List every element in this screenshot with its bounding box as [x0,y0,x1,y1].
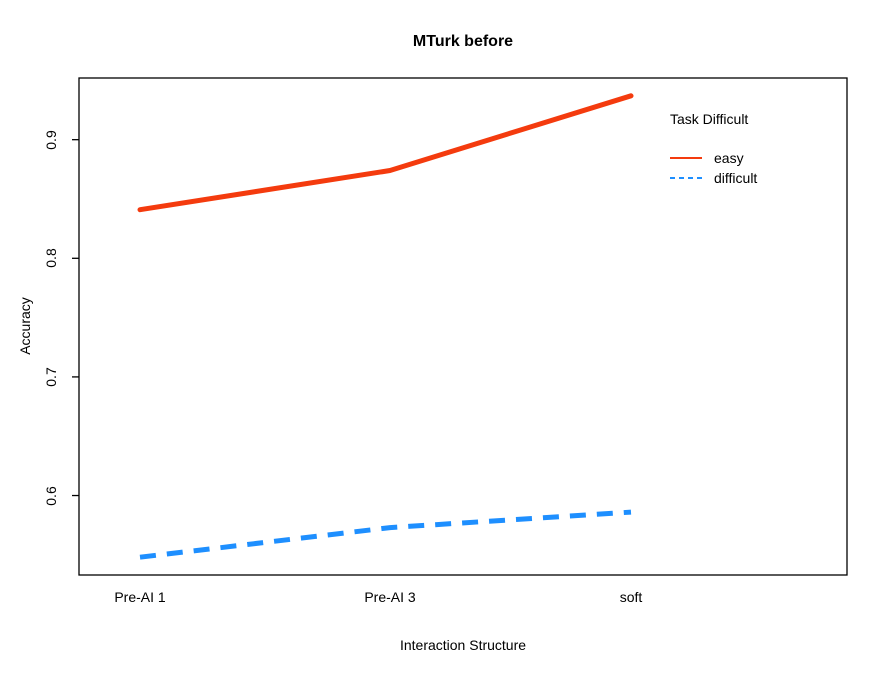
series-line-difficult [139,509,632,560]
chart-title: MTurk before [412,33,514,50]
series-line-easy [137,93,634,213]
legend-rows: easy difficult [670,148,757,188]
y-tick-label: 0.9 [43,129,59,150]
y-tick-label: 0.6 [43,485,59,506]
x-tick-label: Pre-AI 1 [114,589,166,605]
legend-row-easy: easy [670,148,757,168]
legend-row-difficult: difficult [670,168,757,188]
y-tick-label: 0.7 [43,367,59,387]
legend-label-easy: easy [714,150,744,166]
legend-label-difficult: difficult [714,170,758,186]
legend: Task Difficult easy difficult [670,111,757,188]
y-tick-label: 0.8 [43,248,59,269]
x-axis-label: Interaction Structure [399,637,527,653]
x-tick-label: Pre-AI 3 [364,589,416,605]
easy-line-sample-icon [670,157,702,159]
difficult-line-sample-icon [670,177,702,179]
legend-title: Task Difficult [670,111,749,127]
y-axis-label: Accuracy [17,297,33,355]
x-tick-label: soft [619,589,643,605]
plot-box [78,77,848,576]
